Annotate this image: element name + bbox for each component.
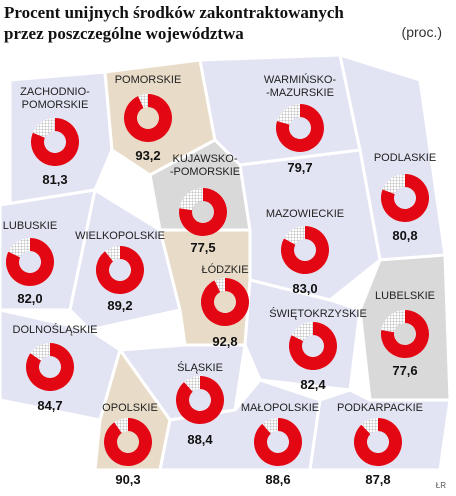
unit: (proc.) (401, 24, 442, 40)
value-label: 90,3 (115, 472, 141, 487)
region-name: ZACHODNIO- POMORSKIE (20, 86, 90, 111)
donut-share (176, 376, 225, 424)
donut-share (254, 418, 302, 467)
value-label: 83,0 (292, 281, 318, 296)
donut-share (200, 278, 250, 327)
region-name: ŚLĄSKIE (177, 362, 223, 374)
donut-share (276, 104, 325, 152)
donut-share (96, 246, 145, 294)
value-label: 92,8 (212, 334, 238, 349)
value-label: 93,2 (135, 148, 161, 163)
value-label: 88,6 (265, 472, 291, 487)
value-label: 80,8 (392, 228, 418, 243)
region-name: WARMIŃSKO- -MAZURSKIE (263, 74, 337, 99)
donut-share (6, 238, 55, 286)
region-name: MAZOWIECKIE (265, 208, 345, 220)
donut-share (124, 94, 173, 142)
region-name: LUBELSKIE (375, 290, 435, 302)
donut-share (281, 226, 329, 275)
donut-share (381, 174, 430, 222)
region-name: MAŁOPOLSKIE (240, 402, 320, 414)
region-name: POMORSKIE (114, 74, 182, 86)
donut-share (179, 188, 228, 237)
title: Procent unijnych środków zakontraktowany… (4, 3, 344, 43)
region-name: LUBUSKIE (2, 220, 58, 232)
value-label: 82,0 (17, 291, 43, 306)
region-name: ŚWIĘTOKRZYSKIE (269, 308, 367, 320)
region-name: PODLASKIE (373, 152, 437, 164)
donut-share (353, 418, 402, 467)
region-name: OPOLSKIE (102, 402, 158, 414)
source: ŁR (435, 481, 446, 490)
region-name: ŁÓDZKIE (201, 264, 249, 276)
value-label: 84,7 (37, 398, 63, 413)
region-name: WIELKOPOLSKIE (75, 230, 165, 242)
region-name: PODKARPACKIE (337, 402, 423, 414)
value-label: 87,8 (365, 472, 391, 487)
value-label: 88,4 (187, 432, 213, 447)
value-label: 81,3 (42, 172, 68, 187)
donut-share (289, 322, 338, 370)
value-label: 79,7 (287, 160, 313, 175)
donut-share (25, 343, 74, 392)
value-label: 82,4 (300, 377, 326, 392)
region-name: KUJAWSKO- -POMORSKIE (169, 153, 241, 178)
value-label: 77,6 (392, 363, 418, 378)
value-label: 77,5 (190, 240, 216, 255)
donut-share (31, 118, 80, 166)
donut-share (381, 310, 429, 358)
donut-share (103, 418, 152, 466)
region-name: DOLNOŚLĄSKIE (12, 324, 98, 336)
value-label: 89,2 (107, 298, 133, 313)
